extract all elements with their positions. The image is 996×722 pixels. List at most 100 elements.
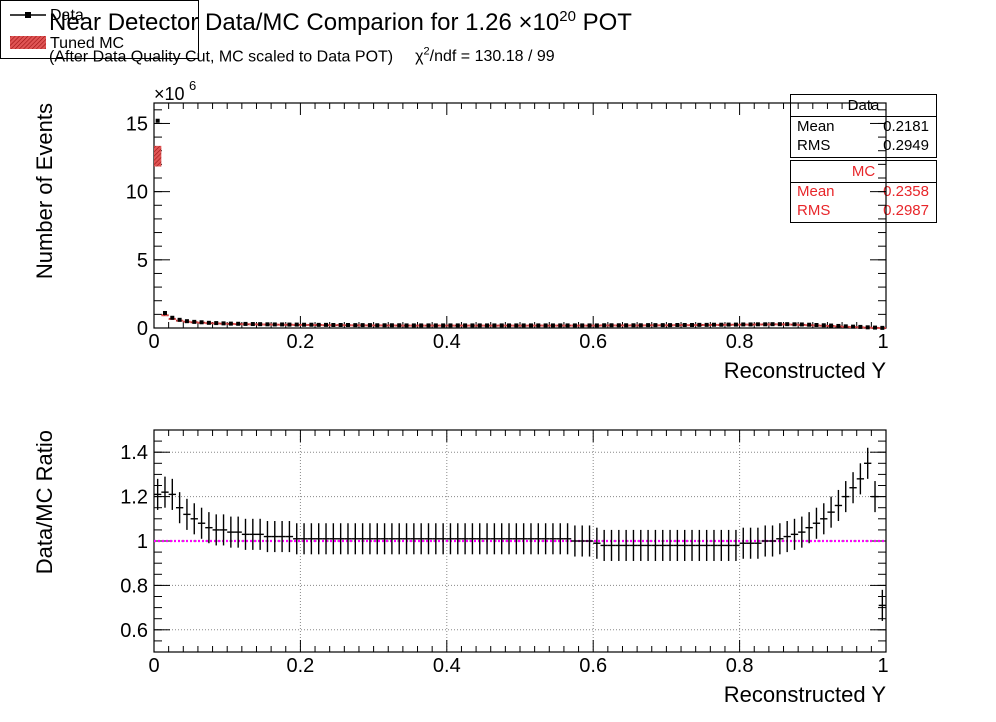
- legend-mc-swatch: [10, 36, 46, 49]
- data-point: [492, 323, 497, 328]
- data-point: [653, 323, 658, 328]
- y-tick-label: 0: [137, 318, 148, 340]
- data-point: [155, 118, 160, 123]
- data-point: [770, 322, 775, 327]
- y-tick-label: 1.4: [120, 442, 148, 464]
- data-point: [777, 322, 782, 327]
- data-point: [521, 323, 526, 328]
- data-point: [865, 325, 870, 330]
- data-point: [477, 323, 482, 328]
- data-point: [602, 323, 607, 328]
- mc-bin: [154, 145, 162, 167]
- stats-mc-title: MC: [791, 161, 936, 183]
- data-point: [580, 323, 585, 328]
- stats-box-data: Data Mean 0.2181 RMS 0.2949: [790, 94, 937, 158]
- stats-data-mean-value: 0.2181: [883, 118, 929, 135]
- stats-mc-rms-value: 0.2987: [883, 202, 929, 219]
- data-point: [258, 322, 263, 327]
- data-point: [382, 323, 387, 328]
- data-point: [646, 323, 651, 328]
- plot-frame: [153, 102, 887, 329]
- data-point: [250, 322, 255, 327]
- lower-plot: 0 0.2 0.4 0.6 0.8 1 0.6 0.8 1 1.2 1.4 Reconstructed…: [32, 429, 889, 707]
- data-point: [265, 322, 270, 327]
- data-point: [711, 322, 716, 327]
- stats-data-rms-label: RMS: [797, 137, 831, 154]
- data-point: [499, 323, 504, 328]
- legend-data-label: Data: [50, 7, 84, 24]
- data-point: [726, 322, 731, 327]
- data-point: [594, 323, 599, 328]
- data-point: [507, 323, 512, 328]
- data-point: [353, 323, 358, 328]
- data-point: [821, 323, 826, 328]
- data-point: [609, 323, 614, 328]
- stats-mc-mean-label: Mean: [797, 183, 835, 200]
- data-point: [448, 323, 453, 328]
- data-point: [829, 323, 834, 328]
- data-point: [404, 323, 409, 328]
- data-point: [324, 322, 329, 327]
- data-point: [221, 321, 226, 326]
- data-point: [294, 322, 299, 327]
- data-point: [638, 323, 643, 328]
- data-point: [690, 323, 695, 327]
- x-tick-label: 0.4: [433, 655, 461, 677]
- x-axis-title: Reconstructed Y: [724, 358, 887, 383]
- legend-data-marker: [25, 12, 31, 18]
- data-point: [206, 320, 211, 325]
- x-tick-label: 0.2: [286, 655, 314, 677]
- x-tick-label: 0.4: [433, 331, 461, 353]
- data-point: [719, 322, 724, 327]
- data-point: [199, 320, 204, 325]
- y-multiplier-label: ×10: [154, 84, 185, 104]
- data-point: [668, 323, 673, 328]
- data-point: [360, 323, 365, 328]
- data-point: [843, 324, 848, 329]
- data-point: [814, 323, 819, 327]
- data-point: [616, 323, 621, 328]
- data-point: [792, 322, 797, 327]
- data-point: [682, 323, 687, 327]
- data-point: [192, 319, 197, 324]
- data-point: [748, 322, 753, 327]
- data-point: [733, 322, 738, 327]
- x-tick-label: 0.6: [579, 331, 607, 353]
- data-point: [880, 325, 885, 330]
- data-point: [184, 319, 189, 324]
- y-axis-title: Number of Events: [32, 103, 57, 279]
- data-point: [807, 322, 812, 327]
- data-point: [836, 323, 841, 328]
- data-point: [697, 322, 702, 327]
- data-point: [851, 324, 856, 329]
- data-point: [338, 323, 343, 327]
- stats-data-mean-label: Mean: [797, 118, 835, 135]
- chart-title: Near Detector Data/MC Comparion for 1.26…: [49, 8, 632, 36]
- y-tick-label: 15: [126, 113, 148, 135]
- stats-mc-mean-value: 0.2358: [883, 183, 929, 200]
- data-point: [214, 321, 219, 326]
- data-point: [426, 323, 431, 328]
- data-point: [345, 323, 350, 327]
- y-tick-label: 1.2: [120, 487, 148, 509]
- y-tick-label: 5: [137, 250, 148, 272]
- legend: Data Tuned MC: [0, 0, 199, 59]
- x-tick-label: 0: [148, 331, 159, 353]
- data-point: [177, 317, 182, 322]
- data-point: [873, 325, 878, 330]
- y-tick-label: 0.8: [120, 575, 148, 597]
- data-point: [470, 323, 475, 328]
- data-point: [411, 323, 416, 328]
- data-point: [763, 322, 768, 327]
- data-point: [485, 323, 490, 328]
- y-tick-label: 0.6: [120, 620, 148, 642]
- y-multiplier-exponent: 6: [189, 78, 196, 93]
- stats-data-title: Data: [791, 95, 936, 117]
- x-tick-label: 1: [877, 331, 888, 353]
- data-point: [302, 322, 307, 327]
- data-point: [375, 323, 380, 328]
- data-point: [543, 323, 548, 328]
- data-point: [331, 323, 336, 327]
- data-point: [272, 322, 277, 327]
